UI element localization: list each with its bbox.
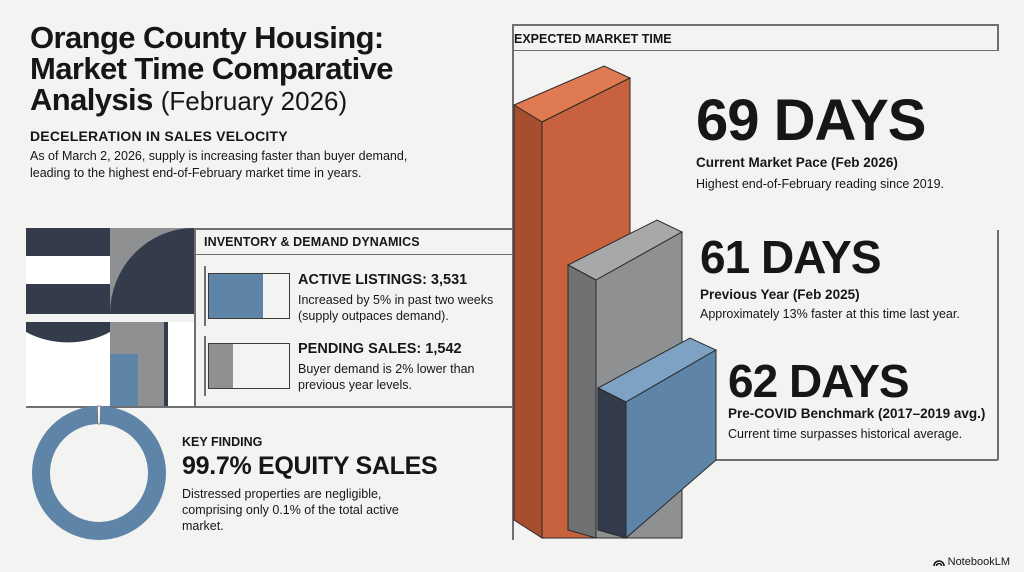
pending-sales-title: PENDING SALES: 1,542	[298, 341, 462, 357]
market-frame-header-rule	[512, 50, 998, 51]
active-listings-bar	[208, 273, 290, 319]
current-days-note: Highest end-of-February reading since 20…	[696, 177, 945, 191]
current-days-label: Current Market Pace (Feb 2026)	[696, 155, 898, 170]
deceleration-heading: DECELERATION IN SALES VELOCITY	[30, 128, 288, 144]
previous-days-note: Approximately 13% faster at this time la…	[700, 307, 960, 321]
inventory-header-rule	[194, 254, 512, 255]
title-line-1: Orange County Housing:	[30, 20, 384, 55]
active-bracket	[204, 266, 206, 326]
mosaic-white-strip	[164, 322, 194, 406]
brand-name: NotebookLM	[947, 556, 1010, 568]
mosaic-white-band	[26, 314, 194, 322]
benchmark-days-value: 62 DAYS	[728, 355, 910, 407]
mosaic-quarter-circle	[110, 228, 194, 314]
title-line-3-text: Analysis	[30, 82, 153, 117]
active-listings-desc: Increased by 5% in past two weeks (suppl…	[298, 293, 494, 323]
benchmark-days-note: Current time surpasses historical averag…	[728, 427, 963, 441]
inventory-frame-divider	[194, 228, 196, 406]
active-listings-bar-fill	[209, 274, 264, 318]
title-line-2: Market Time Comparative	[30, 51, 394, 86]
equity-ring	[32, 406, 166, 540]
equity-ring-chart	[32, 405, 166, 540]
active-listings-title: ACTIVE LISTINGS: 3,531	[298, 272, 468, 288]
pending-bracket	[204, 336, 206, 396]
key-finding-text: Distressed properties are negligible, co…	[182, 487, 399, 533]
pending-sales-bar	[208, 343, 290, 389]
mosaic-white-left	[26, 256, 110, 284]
title-subtitle: (February 2026)	[160, 86, 348, 116]
market-frame-left	[512, 24, 514, 540]
mosaic-navy-top	[26, 228, 110, 256]
inventory-frame-bottom	[26, 406, 512, 408]
geometric-mosaic	[26, 228, 194, 406]
mosaic-blue-block	[110, 354, 138, 406]
current-days-value: 69 DAYS	[696, 88, 926, 153]
market-time-3d-bars	[512, 65, 718, 540]
deceleration-text: As of March 2, 2026, supply is increasin…	[30, 149, 408, 180]
inventory-heading: INVENTORY & DEMAND DYNAMICS	[204, 235, 420, 249]
key-finding-value: 99.7% EQUITY SALES	[182, 452, 438, 480]
inventory-frame-top	[26, 228, 512, 230]
distressed-gap-marker	[96, 405, 102, 425]
previous-days-label: Previous Year (Feb 2025)	[700, 287, 860, 302]
bar-benchmark-side	[597, 387, 627, 539]
market-frame-top	[512, 24, 998, 26]
notebooklm-logo-icon	[932, 559, 945, 566]
mosaic-half-circle	[26, 322, 110, 406]
bar-benchmark-front	[625, 349, 717, 540]
bar-current-side	[513, 104, 543, 539]
mosaic-navy-thin	[164, 322, 168, 406]
pending-sales-bar-fill	[209, 344, 233, 388]
market-time-heading: EXPECTED MARKET TIME	[514, 32, 672, 46]
benchmark-days-label: Pre-COVID Benchmark (2017–2019 avg.)	[728, 406, 986, 421]
page-title: Orange County Housing: Market Time Compa…	[30, 22, 500, 117]
market-frame-right-lower	[997, 230, 999, 460]
mosaic-navy-row	[26, 284, 110, 314]
key-finding-heading: KEY FINDING	[182, 435, 263, 449]
previous-days-value: 61 DAYS	[700, 231, 882, 283]
brand-footer: NotebookLM	[932, 556, 1010, 568]
market-frame-bottom-right	[716, 459, 998, 461]
market-frame-right	[997, 24, 999, 51]
pending-sales-desc: Buyer demand is 2% lower than previous y…	[298, 362, 475, 392]
title-line-3: Analysis (February 2026)	[30, 84, 500, 117]
bar-previous-side	[567, 264, 597, 539]
